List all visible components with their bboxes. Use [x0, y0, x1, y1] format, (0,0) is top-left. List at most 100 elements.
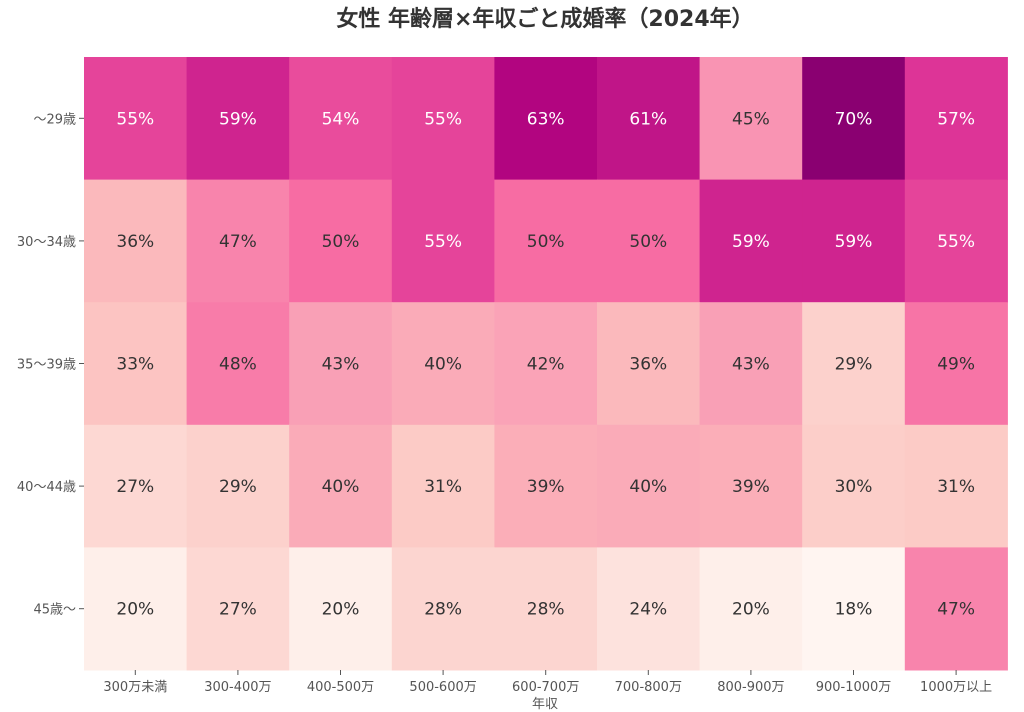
- x-axis-tick-label: 500-600万: [409, 680, 476, 695]
- heatmap-cell: [597, 302, 701, 426]
- heatmap-cell: [802, 547, 906, 671]
- heatmap-cell: [289, 547, 393, 671]
- heatmap-cell: [904, 424, 1008, 548]
- heatmap-cell-value: 47%: [219, 232, 257, 252]
- x-axis-tick-label: 300万未満: [103, 680, 167, 695]
- x-axis-tick-label: 800-900万: [717, 680, 784, 695]
- heatmap-cell: [904, 547, 1008, 671]
- heatmap-cell: [186, 424, 290, 548]
- heatmap-cell: [802, 424, 906, 548]
- heatmap-cell-value: 49%: [937, 355, 975, 375]
- heatmap-cell: [597, 424, 701, 548]
- heatmap-cell-value: 63%: [527, 109, 565, 129]
- heatmap-cell-value: 40%: [629, 477, 667, 497]
- heatmap-cell: [391, 547, 495, 671]
- heatmap-cell: [84, 57, 188, 181]
- heatmap-cell: [391, 179, 495, 303]
- heatmap-cell-value: 29%: [835, 355, 873, 375]
- heatmap-cell: [289, 57, 393, 181]
- heatmap-cell: [186, 547, 290, 671]
- heatmap-cell: [494, 179, 598, 303]
- heatmap-cell-value: 55%: [424, 109, 462, 129]
- heatmap-cell-value: 43%: [732, 355, 770, 375]
- heatmap-cell: [391, 424, 495, 548]
- heatmap-cell: [699, 57, 803, 181]
- heatmap-cell-value: 28%: [424, 600, 462, 620]
- heatmap-cell-value: 50%: [322, 232, 360, 252]
- chart-title: 女性 年齢層×年収ごと成婚率（2024年）: [336, 6, 753, 32]
- y-axis-tick-label: 40〜44歳: [17, 480, 76, 495]
- heatmap-cell: [699, 179, 803, 303]
- heatmap-cell-value: 33%: [116, 355, 154, 375]
- heatmap-cell: [186, 57, 290, 181]
- x-axis-tick-label: 1000万以上: [920, 680, 992, 695]
- heatmap-cell: [802, 179, 906, 303]
- heatmap-cell: [289, 424, 393, 548]
- x-axis-tick-labels: 300万未満 300-400万 400-500万 500-600万 600-700万 70…: [103, 670, 992, 695]
- heatmap-cell: [494, 57, 598, 181]
- heatmap-cell-value: 45%: [732, 109, 770, 129]
- heatmap-cell: [699, 424, 803, 548]
- heatmap-cell-value: 27%: [219, 600, 257, 620]
- heatmap-cell: [699, 547, 803, 671]
- x-axis-label: 年収: [532, 697, 558, 712]
- y-axis-tick-label: 〜29歳: [33, 112, 76, 127]
- heatmap-cell: [802, 302, 906, 426]
- y-axis-tick-label: 35〜39歳: [17, 358, 76, 373]
- heatmap-cell-value: 39%: [527, 477, 565, 497]
- heatmap-cell: [84, 302, 188, 426]
- heatmap-cell-value: 42%: [527, 355, 565, 375]
- heatmap-cell-value: 54%: [322, 109, 360, 129]
- heatmap-cell: [904, 57, 1008, 181]
- x-axis-tick-label: 700-800万: [615, 680, 682, 695]
- heatmap-cell-value: 36%: [629, 355, 667, 375]
- heatmap-cell: [289, 179, 393, 303]
- heatmap-cell-value: 18%: [835, 600, 873, 620]
- heatmap-cell-value: 55%: [937, 232, 975, 252]
- y-axis-tick-label: 30〜34歳: [17, 235, 76, 250]
- heatmap-cell-value: 70%: [835, 109, 873, 129]
- heatmap-cell-value: 39%: [732, 477, 770, 497]
- x-axis-tick-label: 600-700万: [512, 680, 579, 695]
- heatmap-cell: [494, 424, 598, 548]
- x-axis-tick-label: 400-500万: [307, 680, 374, 695]
- heatmap-cell-value: 59%: [732, 232, 770, 252]
- heatmap-cell: [597, 179, 701, 303]
- heatmap-cell: [597, 547, 701, 671]
- heatmap-cell-value: 20%: [116, 600, 154, 620]
- heatmap-cell-value: 40%: [322, 477, 360, 497]
- heatmap-cell-value: 59%: [219, 109, 257, 129]
- heatmap-cells: 55% 59% 54% 55% 63% 61% 45% 70% 57% 36% 47% 50% 55% 5…: [84, 57, 1008, 671]
- heatmap-cell: [494, 547, 598, 671]
- heatmap-cell-value: 48%: [219, 355, 257, 375]
- heatmap-cell: [186, 302, 290, 426]
- heatmap-cell-value: 29%: [219, 477, 257, 497]
- heatmap-cell-value: 24%: [629, 600, 667, 620]
- heatmap-cell-value: 43%: [322, 355, 360, 375]
- heatmap-cell: [84, 424, 188, 548]
- heatmap-cell-value: 20%: [322, 600, 360, 620]
- heatmap-cell-value: 50%: [527, 232, 565, 252]
- y-axis-tick-label: 45歳〜: [33, 603, 76, 618]
- heatmap-cell: [699, 302, 803, 426]
- heatmap-cell: [84, 179, 188, 303]
- heatmap-cell: [597, 57, 701, 181]
- heatmap-cell: [391, 302, 495, 426]
- heatmap-cell-value: 55%: [116, 109, 154, 129]
- heatmap-cell-value: 57%: [937, 109, 975, 129]
- heatmap-cell: [904, 179, 1008, 303]
- heatmap-cell-value: 55%: [424, 232, 462, 252]
- heatmap-cell-value: 31%: [424, 477, 462, 497]
- heatmap-cell: [289, 302, 393, 426]
- heatmap-cell-value: 40%: [424, 355, 462, 375]
- heatmap-cell: [802, 57, 906, 181]
- heatmap-cell-value: 20%: [732, 600, 770, 620]
- heatmap-cell-value: 47%: [937, 600, 975, 620]
- heatmap-cell: [186, 179, 290, 303]
- heatmap-cell: [84, 547, 188, 671]
- heatmap-cell-value: 28%: [527, 600, 565, 620]
- heatmap-cell: [904, 302, 1008, 426]
- heatmap-cell-value: 61%: [629, 109, 667, 129]
- heatmap-cell-value: 36%: [116, 232, 154, 252]
- heatmap-cell: [391, 57, 495, 181]
